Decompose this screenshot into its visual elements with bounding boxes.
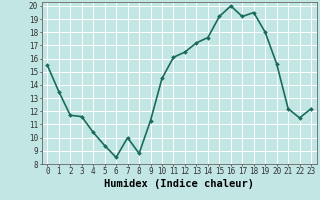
X-axis label: Humidex (Indice chaleur): Humidex (Indice chaleur): [104, 179, 254, 189]
